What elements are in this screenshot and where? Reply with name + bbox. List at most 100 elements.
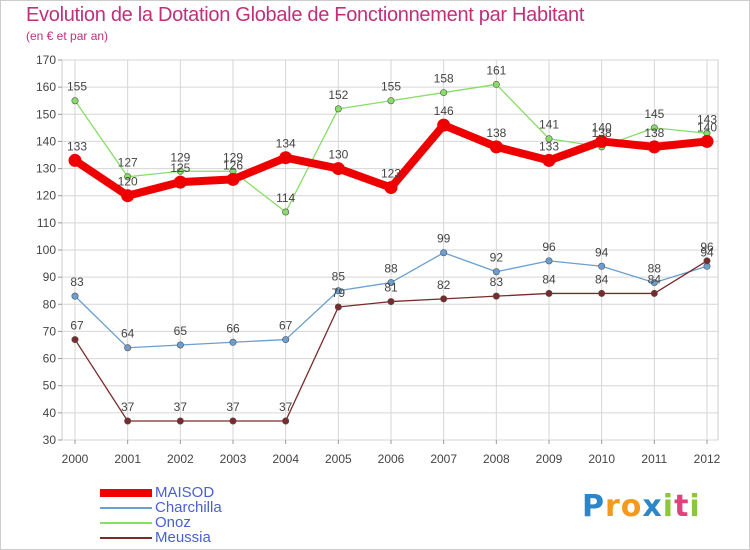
data-label-maisod: 120 — [118, 175, 138, 189]
y-tick-label: 140 — [36, 134, 56, 148]
data-point-onoz — [492, 80, 500, 88]
logo-letter: t — [674, 489, 690, 524]
data-point-maisod — [542, 153, 556, 167]
data-point-charchilla — [229, 338, 237, 346]
data-point-meussia — [229, 417, 237, 425]
data-label-meussia: 37 — [226, 400, 240, 414]
x-tick-label: 2004 — [272, 452, 299, 466]
logo-letter: P — [582, 489, 605, 524]
x-tick-label: 2000 — [62, 452, 89, 466]
y-tick-label: 170 — [36, 53, 56, 67]
data-point-charchilla — [282, 336, 290, 344]
y-tick-label: 130 — [36, 162, 56, 176]
data-point-maisod — [437, 118, 451, 132]
legend-swatch — [100, 488, 152, 497]
data-label-meussia: 37 — [279, 400, 293, 414]
data-label-onoz: 161 — [486, 63, 506, 77]
data-label-meussia: 79 — [332, 286, 346, 300]
data-point-onoz — [387, 97, 395, 105]
data-label-charchilla: 83 — [70, 275, 84, 289]
x-tick-label: 2010 — [588, 452, 615, 466]
logo-letter: i — [662, 489, 675, 524]
x-tick-label: 2009 — [536, 452, 563, 466]
y-tick-label: 60 — [43, 352, 57, 366]
logo-letter: x — [642, 489, 663, 524]
data-label-charchilla: 85 — [332, 270, 346, 284]
data-label-maisod: 146 — [434, 104, 454, 118]
legend-swatch — [100, 536, 152, 539]
data-label-charchilla: 66 — [226, 321, 240, 335]
legend-item-onoz: Onoz — [100, 515, 222, 530]
data-point-charchilla — [440, 249, 448, 257]
data-label-charchilla: 65 — [174, 324, 188, 338]
data-label-onoz: 138 — [592, 126, 612, 140]
data-label-charchilla: 94 — [595, 245, 609, 259]
data-label-onoz: 114 — [276, 191, 295, 205]
legend-label: Meussia — [155, 529, 211, 546]
x-tick-label: 2001 — [114, 452, 141, 466]
data-label-onoz: 155 — [67, 80, 87, 94]
data-label-charchilla: 99 — [437, 232, 451, 246]
legend-item-charchilla: Charchilla — [100, 500, 222, 515]
data-point-maisod — [226, 172, 240, 186]
data-label-meussia: 84 — [542, 272, 556, 286]
data-point-onoz — [176, 167, 184, 175]
data-point-onoz — [440, 89, 448, 97]
x-tick-label: 2008 — [483, 452, 510, 466]
data-label-onoz: 143 — [697, 112, 717, 126]
data-label-charchilla: 67 — [279, 319, 293, 333]
data-label-onoz: 127 — [118, 156, 138, 170]
y-tick-label: 110 — [37, 216, 56, 230]
y-tick-label: 100 — [36, 243, 56, 257]
data-label-maisod: 123 — [381, 167, 401, 181]
data-label-onoz: 155 — [381, 80, 401, 94]
data-label-charchilla: 92 — [490, 251, 504, 265]
data-point-onoz — [124, 173, 132, 181]
x-tick-label: 2002 — [167, 452, 194, 466]
chart-legend: MAISOD Charchilla Onoz Meussia — [100, 485, 222, 545]
data-point-charchilla — [650, 279, 658, 287]
proxiti-logo: Proxiti — [582, 489, 701, 524]
data-label-charchilla: 88 — [384, 262, 398, 276]
data-label-meussia: 37 — [121, 400, 135, 414]
data-point-meussia — [703, 257, 711, 265]
y-tick-label: 70 — [43, 324, 57, 338]
data-point-onoz — [650, 124, 658, 132]
data-point-charchilla — [334, 287, 342, 295]
data-point-meussia — [598, 289, 606, 297]
data-label-meussia: 37 — [174, 400, 188, 414]
data-point-charchilla — [124, 344, 132, 352]
logo-letter: o — [620, 489, 643, 524]
y-tick-label: 90 — [43, 270, 57, 284]
data-point-meussia — [440, 295, 448, 303]
y-tick-label: 120 — [36, 189, 56, 203]
data-label-onoz: 129 — [170, 150, 190, 164]
data-label-charchilla: 88 — [648, 262, 662, 276]
y-tick-label: 50 — [43, 379, 57, 393]
data-label-maisod: 138 — [486, 126, 506, 140]
data-label-maisod: 130 — [328, 148, 348, 162]
data-label-onoz: 129 — [223, 150, 243, 164]
data-point-maisod — [384, 181, 398, 195]
legend-item-meussia: Meussia — [100, 530, 222, 545]
data-label-onoz: 152 — [328, 88, 348, 102]
data-label-maisod: 138 — [644, 126, 664, 140]
y-tick-label: 80 — [43, 297, 57, 311]
data-point-onoz — [282, 208, 290, 216]
data-point-charchilla — [387, 279, 395, 287]
x-tick-label: 2003 — [220, 452, 247, 466]
legend-swatch — [100, 521, 152, 524]
data-point-meussia — [545, 289, 553, 297]
data-point-charchilla — [598, 262, 606, 270]
data-label-meussia: 83 — [490, 275, 504, 289]
legend-swatch — [100, 506, 152, 509]
data-point-charchilla — [492, 268, 500, 276]
y-tick-label: 160 — [36, 80, 56, 94]
data-label-maisod: 133 — [539, 139, 559, 153]
data-point-charchilla — [545, 257, 553, 265]
chart-title: Evolution de la Dotation Globale de Fonc… — [26, 4, 585, 26]
y-tick-label: 40 — [43, 406, 57, 420]
data-point-meussia — [492, 292, 500, 300]
